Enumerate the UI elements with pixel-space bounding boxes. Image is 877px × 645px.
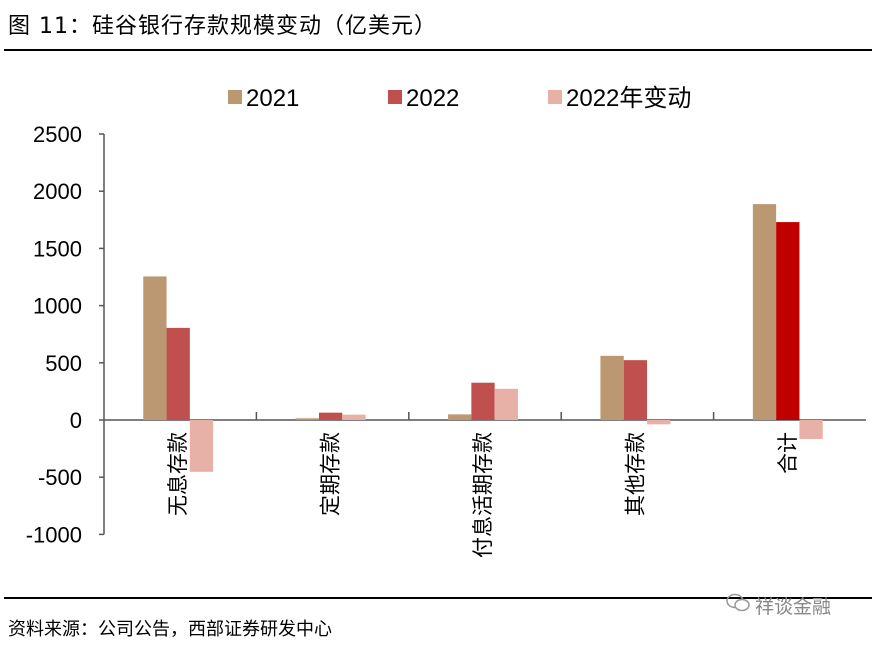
bar-2021-其他存款 (600, 355, 624, 420)
bar-2022年变动-付息活期存款 (494, 388, 518, 420)
y-tick-label: -500 (38, 465, 82, 490)
y-tick-label: 1000 (33, 294, 82, 319)
legend-label: 2022年变动 (566, 85, 691, 112)
bar-2022年变动-其他存款 (647, 420, 671, 425)
bar-chart: -1000 -500 0 500 1000 1500 2000 2500 无息存款 定期存款 付息活… (26, 85, 866, 558)
bar-2021-定期存款 (295, 418, 319, 420)
top-rule (4, 49, 872, 51)
watermark-text: 祥谈金融 (755, 596, 832, 618)
figure-title: 图 11：硅谷银行存款规模变动（亿美元） (8, 14, 437, 39)
y-tick-label: 500 (45, 351, 82, 376)
bottom-rule (4, 597, 872, 599)
category-label: 无息存款 (167, 432, 190, 516)
bar-2022-无息存款 (166, 327, 190, 420)
bar-2021-合计 (752, 204, 777, 420)
bar-2022-定期存款 (318, 412, 343, 420)
category-label: 合计 (777, 432, 800, 474)
y-tick-label: 2500 (33, 122, 82, 147)
bar-2021-无息存款 (143, 276, 167, 420)
y-tick-label: 2000 (33, 179, 82, 204)
y-tick-label: -1000 (26, 522, 82, 547)
bar-2022年变动-定期存款 (342, 414, 366, 420)
source-note: 资料来源：公司公告，西部证券研发中心 (8, 619, 332, 640)
category-label: 定期存款 (320, 432, 343, 516)
legend-label: 2022 (406, 85, 459, 112)
y-tick-label: 1500 (33, 236, 82, 261)
bar-2022年变动-无息存款 (189, 420, 214, 472)
legend-swatch (548, 90, 562, 104)
y-tick-label: 0 (70, 408, 82, 433)
category-label: 其他存款 (624, 432, 647, 516)
bar-2021-付息活期存款 (448, 414, 472, 420)
legend-swatch (388, 90, 402, 104)
bar-2022-合计 (776, 222, 800, 420)
legend-label: 2021 (246, 85, 299, 112)
bar-2022-付息活期存款 (471, 382, 495, 420)
wechat-icon (725, 592, 751, 619)
legend-swatch (228, 90, 242, 104)
bar-2022-其他存款 (623, 360, 648, 420)
watermark: 祥谈金融 (725, 592, 831, 619)
category-label: 付息活期存款 (472, 432, 495, 558)
bar-2022年变动-合计 (799, 420, 823, 439)
